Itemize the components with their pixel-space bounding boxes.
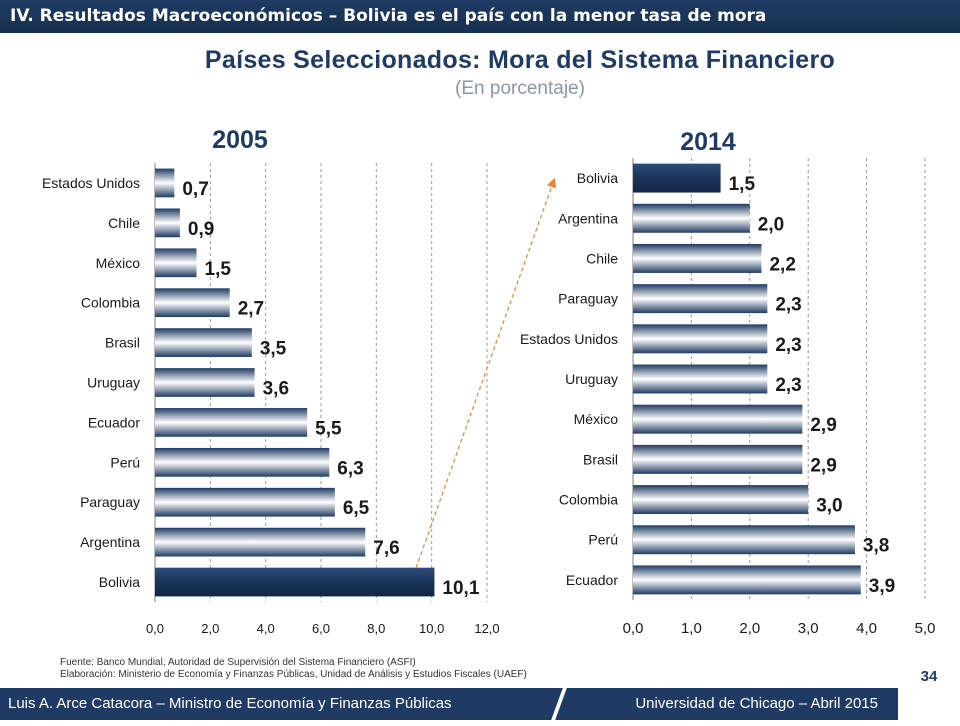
- chart-2014: 2014 0,0 1,0 2,0 3,0 4,0 5,0 Bolivia 1,5 Argentin…: [520, 128, 935, 637]
- value-label: 3,9: [869, 576, 895, 597]
- category-label: Bolivia: [577, 170, 618, 186]
- bar: [633, 444, 803, 474]
- category-label: Colombia: [81, 295, 140, 311]
- x-tick-label: 4,0: [257, 621, 275, 636]
- category-label: México: [574, 411, 619, 427]
- elaboration-note: Elaboración: Ministerio de Economía y Fi…: [60, 669, 527, 680]
- value-label: 3,5: [260, 339, 287, 360]
- x-tick-label: 6,0: [312, 621, 330, 636]
- x-tick-label: 8,0: [367, 621, 385, 636]
- category-label: Brasil: [105, 335, 140, 351]
- category-label: Perú: [110, 454, 140, 470]
- bar: [633, 163, 721, 193]
- bar: [633, 203, 750, 233]
- x-tick-label: 12,0: [474, 621, 499, 636]
- category-label: Chile: [586, 250, 618, 266]
- value-label: 2,2: [769, 254, 795, 275]
- page-title: Países Seleccionados: Mora del Sistema F…: [204, 46, 836, 74]
- bar: [155, 168, 175, 198]
- footer-left-text: Luis A. Arce Catacora – Ministro de Econ…: [8, 695, 452, 712]
- bar: [633, 525, 855, 555]
- value-label: 2,3: [775, 335, 801, 356]
- value-label: 2,7: [238, 299, 264, 320]
- x-tick-label: 0,0: [623, 620, 644, 637]
- value-label: 6,3: [337, 458, 363, 479]
- x-tick-label: 4,0: [856, 620, 877, 637]
- notes: Fuente: Banco Mundial, Autoridad de Supe…: [60, 657, 527, 681]
- x-tick-label: 0,0: [146, 621, 164, 636]
- category-label: México: [96, 255, 141, 271]
- charts-canvas: 2005 0,0 2,0 4,0 6,0 8,0 10,0 12,0 Estados Unido…: [42, 126, 935, 637]
- bar: [633, 284, 768, 314]
- bar: [155, 248, 197, 278]
- bar: [155, 328, 252, 357]
- x-tick-label: 10,0: [419, 621, 444, 636]
- bar: [155, 527, 366, 557]
- value-label: 2,3: [775, 295, 801, 316]
- category-label: Paraguay: [80, 494, 140, 510]
- footer-right-text: Universidad de Chicago – Abril 2015: [635, 695, 878, 712]
- value-label: 0,9: [188, 219, 214, 240]
- category-label: Perú: [588, 532, 618, 548]
- bar: [155, 487, 335, 517]
- bar: [155, 408, 308, 437]
- value-label: 5,5: [315, 418, 342, 439]
- value-label: 2,9: [810, 455, 836, 476]
- value-label: 3,0: [816, 496, 842, 517]
- x-tick-label: 3,0: [798, 620, 819, 637]
- source-note: Fuente: Banco Mundial, Autoridad de Supe…: [60, 657, 416, 668]
- value-label: 7,6: [373, 538, 399, 559]
- chart-title: 2014: [680, 128, 736, 156]
- category-label: Chile: [108, 215, 140, 231]
- bar: [633, 364, 768, 394]
- category-label: Uruguay: [565, 371, 618, 387]
- category-label: Uruguay: [87, 375, 140, 391]
- chart-2005: 2005 0,0 2,0 4,0 6,0 8,0 10,0 12,0 Estados Unido…: [42, 126, 500, 636]
- page-subtitle: (En porcentaje): [455, 78, 585, 99]
- bar: [633, 324, 768, 354]
- chart-title: 2005: [212, 126, 268, 154]
- value-label: 2,3: [775, 375, 801, 396]
- bar: [155, 368, 255, 397]
- value-label: 3,8: [863, 536, 889, 557]
- category-label: Colombia: [559, 492, 618, 508]
- value-label: 0,7: [182, 179, 208, 200]
- x-tick-label: 5,0: [915, 620, 936, 637]
- category-label: Paraguay: [558, 291, 618, 307]
- value-label: 1,5: [205, 259, 232, 280]
- bar: [155, 208, 180, 238]
- bar: [633, 565, 861, 595]
- value-label: 10,1: [442, 578, 479, 599]
- bar: [155, 288, 230, 318]
- page-number: 34: [898, 662, 960, 720]
- x-tick-label: 2,0: [201, 621, 219, 636]
- bar: [633, 243, 762, 273]
- category-label: Estados Unidos: [520, 331, 618, 347]
- category-label: Argentina: [558, 210, 618, 226]
- category-label: Bolivia: [99, 574, 140, 590]
- value-label: 6,5: [343, 498, 370, 519]
- header-title: IV. Resultados Macroeconómicos – Bolivia…: [0, 0, 960, 33]
- value-label: 1,5: [729, 174, 756, 195]
- value-label: 2,0: [758, 214, 784, 235]
- trend-arrow: [415, 177, 557, 569]
- bar: [633, 404, 803, 434]
- value-label: 2,9: [810, 415, 836, 436]
- x-tick-label: 2,0: [739, 620, 760, 637]
- value-label: 3,6: [263, 379, 289, 400]
- category-label: Ecuador: [88, 414, 140, 430]
- footer-bar: Luis A. Arce Catacora – Ministro de Econ…: [0, 682, 960, 726]
- x-tick-label: 1,0: [681, 620, 702, 637]
- category-label: Estados Unidos: [42, 175, 140, 191]
- footer-divider: [548, 682, 570, 726]
- bar: [633, 485, 809, 515]
- category-label: Argentina: [80, 534, 140, 550]
- category-label: Brasil: [583, 451, 618, 467]
- bar: [155, 447, 330, 477]
- category-label: Ecuador: [566, 572, 618, 588]
- bar: [155, 567, 435, 597]
